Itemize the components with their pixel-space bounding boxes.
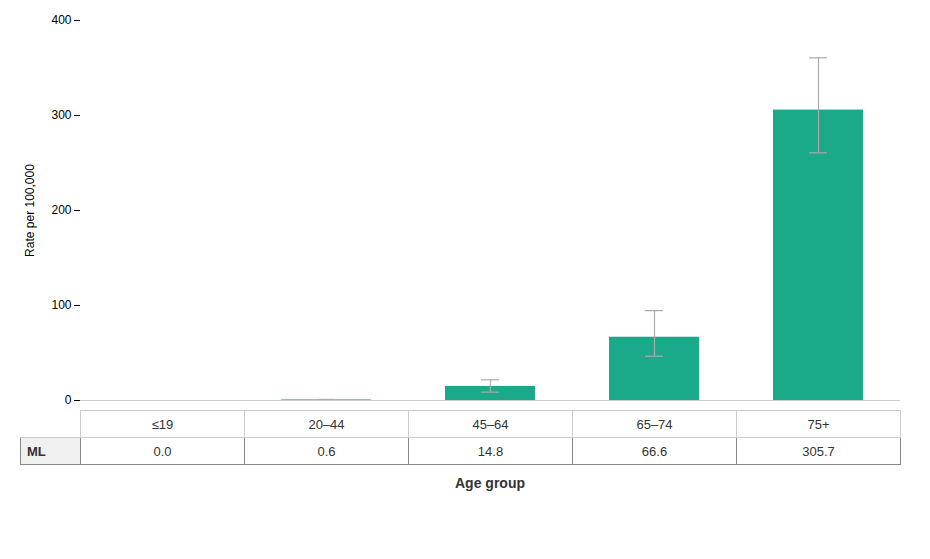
svg-text:300: 300 bbox=[51, 108, 71, 122]
html-text:65–74: 65–74 bbox=[636, 416, 673, 432]
html-text:Age group: Age group bbox=[455, 475, 525, 491]
html-text:ML: ML bbox=[27, 443, 46, 459]
html-text:0.0: 0.0 bbox=[153, 443, 172, 459]
svg-text:100: 100 bbox=[51, 298, 71, 312]
svg-text:Rate per 100,000: Rate per 100,000 bbox=[23, 164, 37, 257]
html-text:14.8: 14.8 bbox=[477, 443, 504, 459]
html-text:45–64: 45–64 bbox=[472, 416, 509, 432]
html-text:75+: 75+ bbox=[807, 416, 830, 432]
html-text:≤19: ≤19 bbox=[151, 416, 174, 432]
html-text:20–44: 20–44 bbox=[308, 416, 345, 432]
svg-text:200: 200 bbox=[51, 203, 71, 217]
svg-text:0: 0 bbox=[65, 393, 72, 407]
html-text:0.6: 0.6 bbox=[317, 443, 336, 459]
html-text:66.6: 66.6 bbox=[641, 443, 668, 459]
html-text:305.7: 305.7 bbox=[802, 443, 835, 459]
svg-text:400: 400 bbox=[51, 13, 71, 27]
